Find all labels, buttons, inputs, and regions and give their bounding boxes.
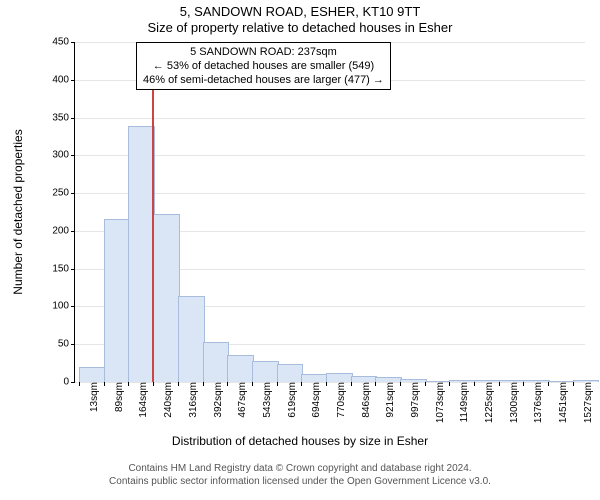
bar xyxy=(301,374,328,382)
x-tick-mark xyxy=(104,382,105,386)
x-tick-mark xyxy=(351,382,352,386)
bar xyxy=(128,126,155,382)
title-line-1: 5, SANDOWN ROAD, ESHER, KT10 9TT xyxy=(0,4,600,20)
y-tick-label: 300 xyxy=(52,150,75,161)
y-tick-label: 250 xyxy=(52,188,75,199)
y-tick-label: 150 xyxy=(52,263,75,274)
y-tick-label: 350 xyxy=(52,112,75,123)
x-tick-mark xyxy=(153,382,154,386)
title-line-2: Size of property relative to detached ho… xyxy=(0,20,600,36)
annotation-box: 5 SANDOWN ROAD: 237sqm ← 53% of detached… xyxy=(136,42,391,90)
bar xyxy=(79,367,106,382)
footer: Contains HM Land Registry data © Crown c… xyxy=(0,462,600,488)
x-tick-label: 543sqm xyxy=(256,382,273,418)
y-tick-label: 50 xyxy=(58,339,75,350)
bar xyxy=(252,361,279,382)
x-tick-mark xyxy=(178,382,179,386)
x-tick-mark xyxy=(474,382,475,386)
x-tick-mark xyxy=(573,382,574,386)
x-tick-label: 694sqm xyxy=(305,382,322,418)
x-tick-label: 1225sqm xyxy=(478,382,495,423)
x-tick-mark xyxy=(128,382,129,386)
x-tick-label: 997sqm xyxy=(404,382,421,418)
x-tick-mark xyxy=(227,382,228,386)
x-tick-label: 770sqm xyxy=(330,382,347,418)
x-tick-label: 392sqm xyxy=(207,382,224,418)
x-tick-label: 1300sqm xyxy=(503,382,520,423)
annotation-line-1: 5 SANDOWN ROAD: 237sqm xyxy=(143,45,384,59)
y-tick-label: 0 xyxy=(63,377,75,388)
y-tick-label: 450 xyxy=(52,37,75,48)
x-tick-label: 1149sqm xyxy=(453,382,470,422)
x-tick-mark xyxy=(499,382,500,386)
x-tick-label: 13sqm xyxy=(83,382,100,412)
y-tick-label: 200 xyxy=(52,225,75,236)
x-tick-label: 1527sqm xyxy=(577,382,594,423)
x-tick-mark xyxy=(400,382,401,386)
y-tick-label: 400 xyxy=(52,74,75,85)
marker-line xyxy=(152,42,154,382)
x-tick-label: 846sqm xyxy=(355,382,372,418)
x-tick-label: 316sqm xyxy=(182,382,199,418)
x-tick-label: 619sqm xyxy=(281,382,298,418)
chart-root: 5, SANDOWN ROAD, ESHER, KT10 9TT Size of… xyxy=(0,0,600,500)
x-tick-mark xyxy=(326,382,327,386)
x-tick-mark xyxy=(425,382,426,386)
bar xyxy=(104,219,131,382)
x-tick-label: 1376sqm xyxy=(527,382,544,423)
x-tick-mark xyxy=(301,382,302,386)
annotation-line-3: 46% of semi-detached houses are larger (… xyxy=(143,73,384,87)
chart-title: 5, SANDOWN ROAD, ESHER, KT10 9TT Size of… xyxy=(0,4,600,36)
x-tick-mark xyxy=(203,382,204,386)
x-tick-label: 1451sqm xyxy=(552,382,569,423)
bar xyxy=(178,296,205,382)
x-tick-label: 1073sqm xyxy=(429,382,446,423)
x-tick-mark xyxy=(277,382,278,386)
bar xyxy=(227,355,254,382)
footer-line-2: Contains public sector information licen… xyxy=(0,475,600,488)
x-tick-label: 89sqm xyxy=(108,382,125,412)
bar xyxy=(203,342,230,382)
annotation-line-2: ← 53% of detached houses are smaller (54… xyxy=(143,59,384,73)
bar xyxy=(277,364,304,382)
x-tick-mark xyxy=(375,382,376,386)
bar xyxy=(153,214,180,382)
x-tick-label: 164sqm xyxy=(132,382,149,418)
x-tick-mark xyxy=(523,382,524,386)
x-axis-label: Distribution of detached houses by size … xyxy=(0,434,600,448)
y-axis-label: Number of detached properties xyxy=(11,129,25,294)
bar xyxy=(326,373,353,382)
x-tick-label: 240sqm xyxy=(157,382,174,418)
x-tick-mark xyxy=(449,382,450,386)
y-tick-label: 100 xyxy=(52,301,75,312)
plot-area: 05010015020025030035040045013sqm89sqm164… xyxy=(74,42,585,383)
x-tick-mark xyxy=(79,382,80,386)
x-tick-label: 467sqm xyxy=(231,382,248,418)
x-tick-mark xyxy=(548,382,549,386)
x-tick-mark xyxy=(252,382,253,386)
x-tick-label: 921sqm xyxy=(379,382,396,418)
footer-line-1: Contains HM Land Registry data © Crown c… xyxy=(0,462,600,475)
